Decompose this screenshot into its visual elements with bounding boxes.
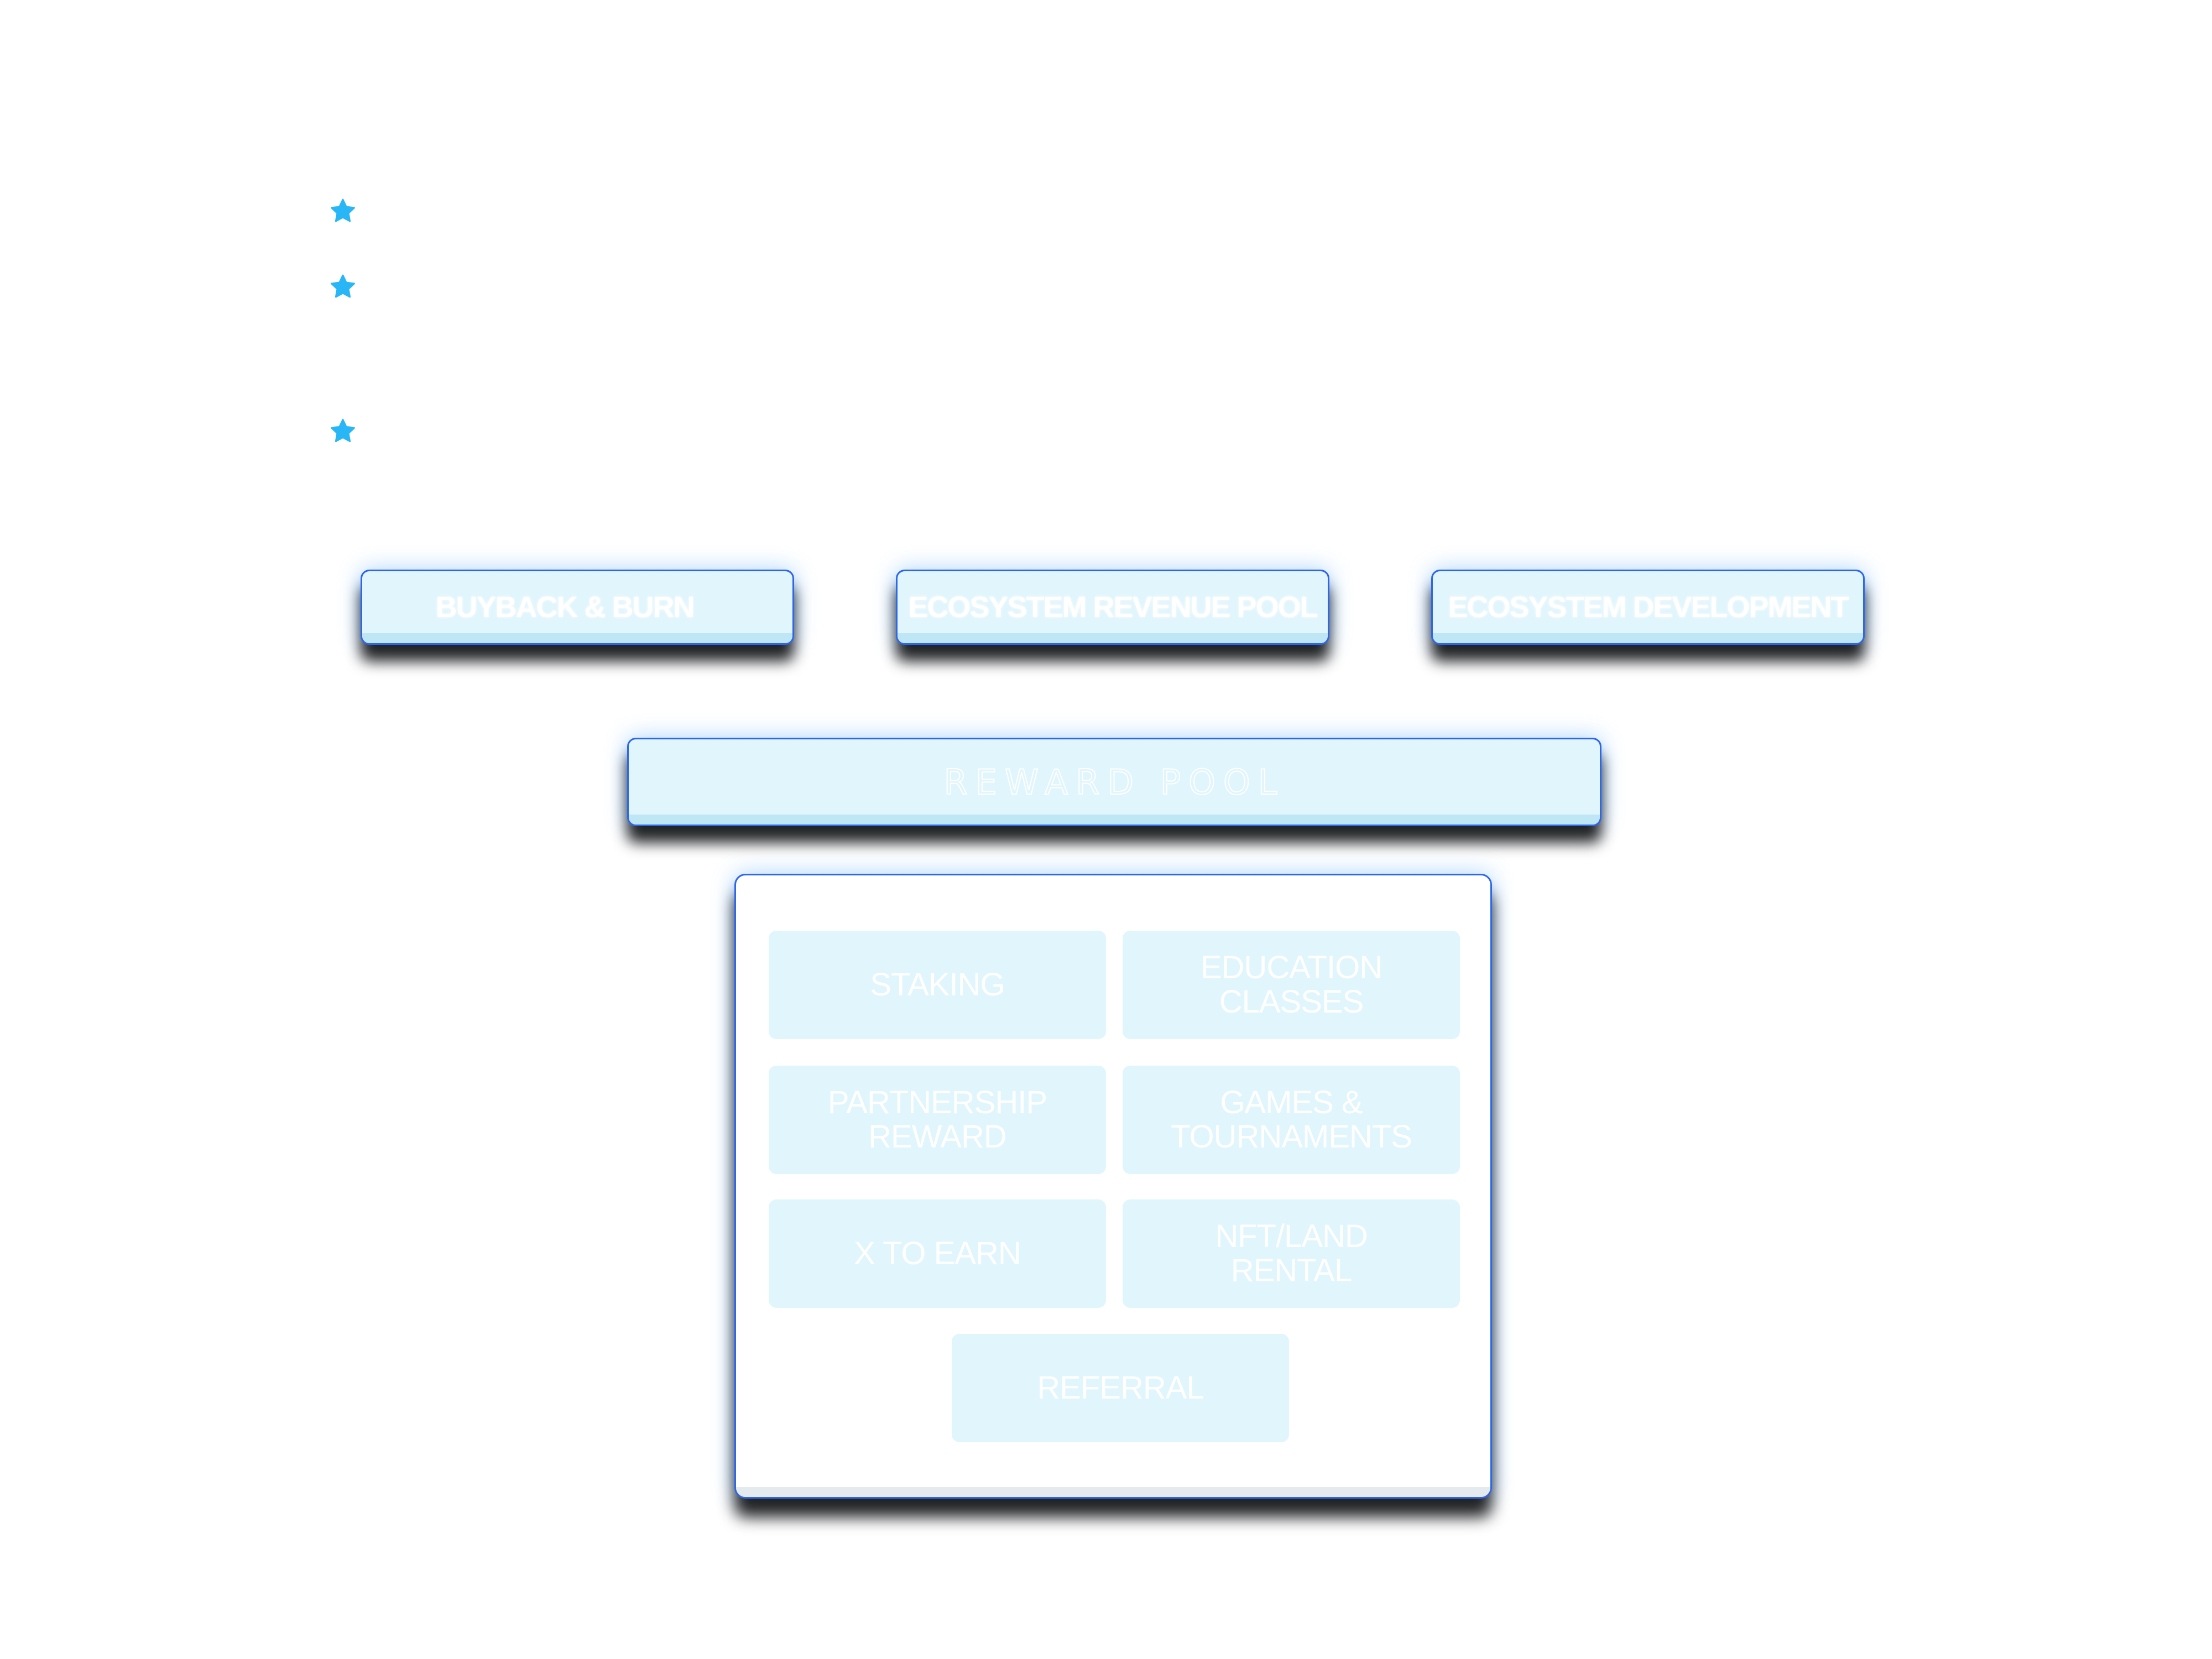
- ecosystem-development-label: ECOSYSTEM DEVELOPMENT: [1448, 591, 1849, 624]
- ecosystem-development-box: ECOSYSTEM DEVELOPMENT: [1431, 570, 1865, 645]
- partnership-reward-cell: PARTNERSHIP REWARD: [769, 1066, 1106, 1174]
- staking-cell: STAKING: [769, 931, 1106, 1039]
- referral-cell: REFERRAL: [952, 1334, 1289, 1442]
- reward-items-panel: STAKING EDUCATION CLASSES PARTNERSHIP RE…: [734, 874, 1492, 1499]
- star-icon: [330, 274, 356, 300]
- ecosystem-revenue-pool-label: ECOSYSTEM REVENUE POOL: [908, 591, 1318, 624]
- buyback-burn-label: BUYBACK & BURN: [435, 591, 695, 624]
- nft-land-rental-cell: NFT/LAND RENTAL: [1123, 1199, 1460, 1308]
- games-tournaments-cell: GAMES & TOURNAMENTS: [1123, 1066, 1460, 1174]
- reward-pool-box: REWARD POOL: [627, 738, 1601, 826]
- ecosystem-revenue-pool-box: ECOSYSTEM REVENUE POOL: [896, 570, 1329, 645]
- star-icon: [330, 418, 356, 445]
- buyback-burn-box: BUYBACK & BURN: [361, 570, 794, 645]
- x-to-earn-cell: X TO EARN: [769, 1199, 1106, 1308]
- education-classes-cell: EDUCATION CLASSES: [1123, 931, 1460, 1039]
- star-icon: [330, 198, 356, 225]
- reward-pool-label: REWARD POOL: [943, 761, 1285, 803]
